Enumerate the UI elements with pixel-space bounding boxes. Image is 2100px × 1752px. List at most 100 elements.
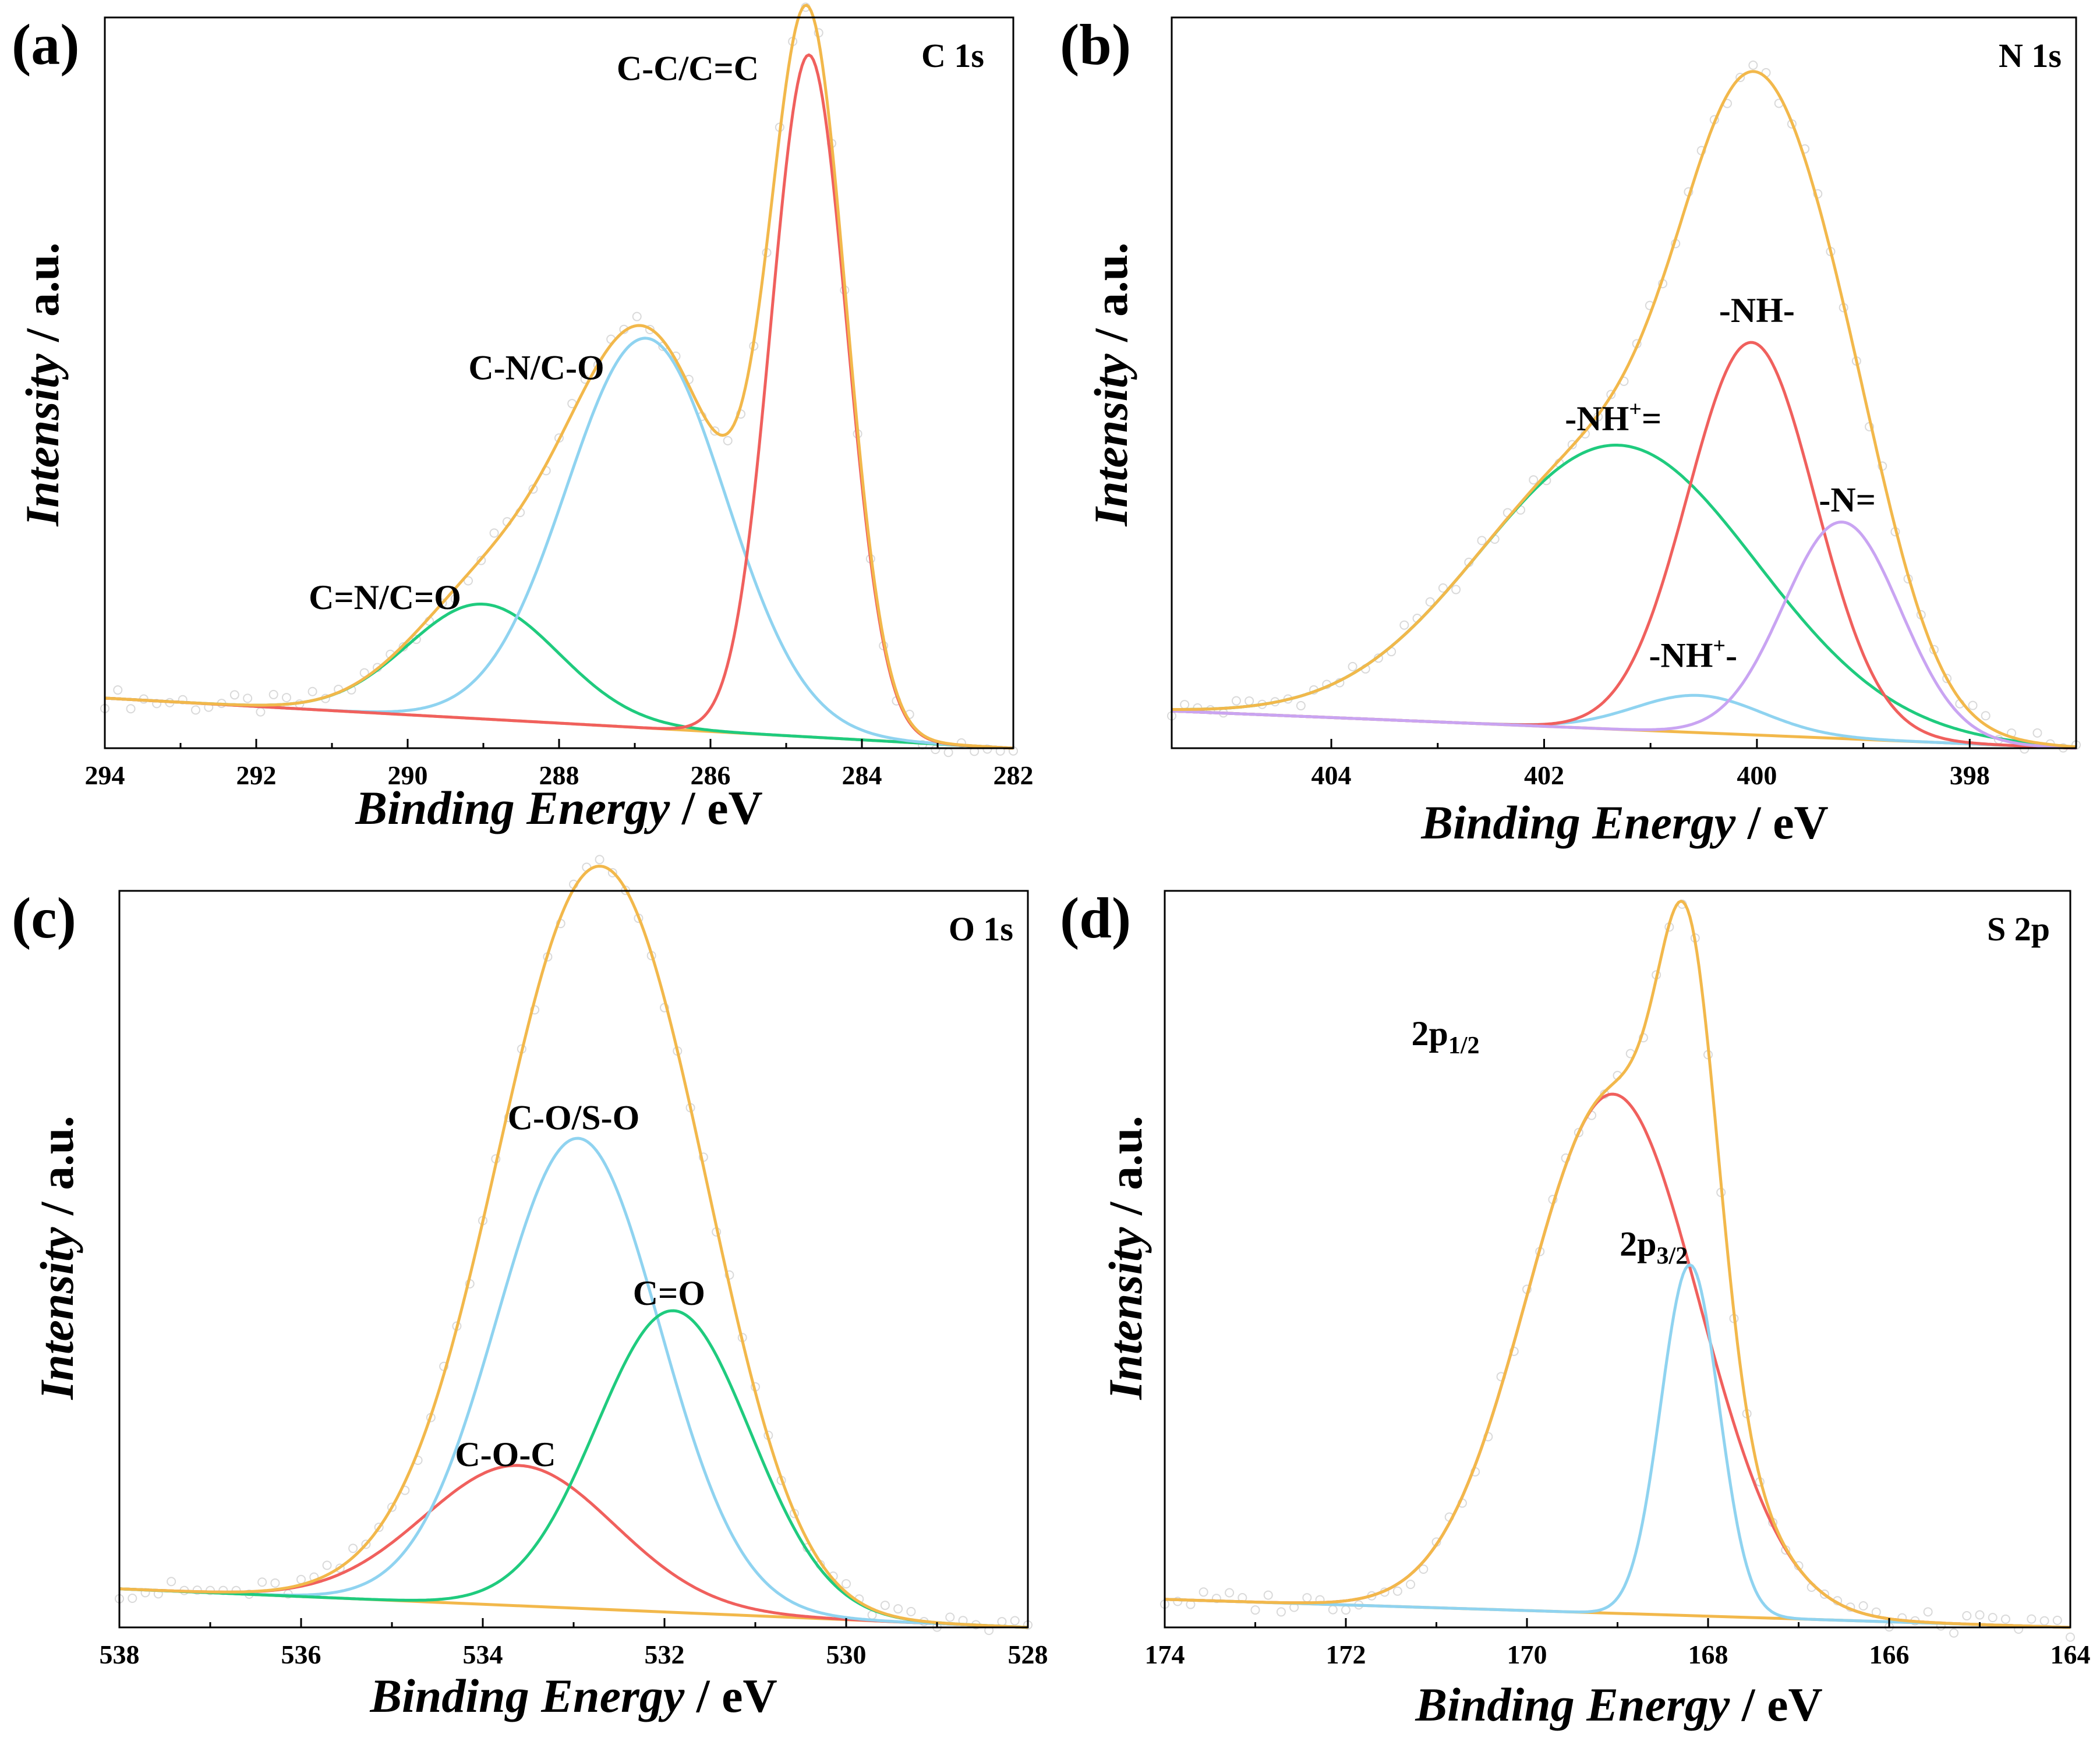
component-curve xyxy=(1171,521,2077,750)
x-tick-label: 168 xyxy=(1688,1640,1728,1669)
x-tick-label: 166 xyxy=(1869,1640,1910,1669)
peak-label: C-C/C=C xyxy=(617,49,759,88)
raw-data-point xyxy=(1574,1128,1583,1138)
raw-data-point xyxy=(450,594,460,604)
y-axis-title: Intensity / a.u. xyxy=(1099,1116,1152,1400)
raw-data-point xyxy=(1451,585,1461,594)
raw-data-point xyxy=(1819,1589,1829,1599)
peak-label: C-N/C-O xyxy=(468,349,604,387)
x-tick-label: 284 xyxy=(842,760,882,790)
raw-data-point xyxy=(268,689,278,699)
raw-data-point xyxy=(1975,1610,1985,1620)
x-axis-title: Binding Energy / eV xyxy=(355,781,762,834)
raw-data-point xyxy=(595,855,604,865)
raw-data-point xyxy=(322,1560,332,1570)
raw-data-point xyxy=(1419,1564,1429,1574)
raw-data-point xyxy=(1425,597,1435,607)
y-axis-title: Intensity / a.u. xyxy=(16,242,69,527)
raw-data-point xyxy=(126,704,136,714)
raw-data-point xyxy=(1199,1587,1208,1597)
x-tick-label: 288 xyxy=(539,760,579,790)
raw-data-point xyxy=(1406,1580,1416,1590)
panel-d-s2p: (d) S 2p 174 172 170 168 166 164 Binding Energy … xyxy=(1060,886,2091,1731)
plot-frame xyxy=(118,890,1029,1629)
panel-letter: (b) xyxy=(1060,12,1131,77)
raw-data-point xyxy=(632,312,642,321)
raw-data-point xyxy=(1231,696,1241,706)
raw-data-point xyxy=(1392,1586,1402,1596)
raw-data-point xyxy=(1399,620,1409,630)
peak-label: C=N/C=O xyxy=(309,578,461,617)
raw-data-point xyxy=(257,1577,267,1587)
x-axis-title: Binding Energy / eV xyxy=(1415,1678,1822,1731)
raw-data-point xyxy=(906,1606,916,1616)
x-tick-label: 402 xyxy=(1524,760,1564,790)
raw-data-point xyxy=(1988,1613,1998,1623)
core-level-title: S 2p xyxy=(1987,910,2050,948)
raw-data-point xyxy=(956,738,966,748)
peak-label: 2p3/2 xyxy=(1620,1224,1688,1269)
x-tick-label: 172 xyxy=(1326,1640,1366,1669)
peak-label: -NH+= xyxy=(1565,397,1661,438)
x-tick-label: 536 xyxy=(281,1640,321,1669)
core-level-title: O 1s xyxy=(949,910,1013,948)
raw-data-point xyxy=(191,705,200,715)
panel-c-o1s: (c) O 1s 538 536 534 532 530 528 Binding Energy … xyxy=(12,855,1048,1722)
raw-data-point xyxy=(243,693,253,703)
raw-data-point xyxy=(1302,1593,1312,1603)
raw-data-point xyxy=(1211,1594,1221,1604)
raw-data-point xyxy=(2000,1614,2010,1624)
x-tick-label: 528 xyxy=(1008,1640,1048,1669)
raw-data-point xyxy=(296,1574,306,1584)
envelope-curve xyxy=(119,865,1028,1629)
raw-data-point xyxy=(437,598,447,608)
raw-data-point xyxy=(1735,73,1745,83)
raw-data-point xyxy=(1942,674,1952,684)
component-curve xyxy=(1171,693,2077,750)
raw-data-point xyxy=(229,690,239,700)
raw-data-point xyxy=(1529,475,1539,485)
x-tick-label: 530 xyxy=(826,1640,867,1669)
component-curve xyxy=(1164,1092,2071,1629)
raw-data-point xyxy=(723,436,733,445)
x-tick-label: 398 xyxy=(1950,760,1990,790)
peak-label: C-O/S-O xyxy=(508,1099,640,1137)
raw-data-point xyxy=(2066,1632,2075,1642)
core-level-title: C 1s xyxy=(921,37,984,75)
component-curve xyxy=(104,603,1014,750)
component-curve xyxy=(119,1464,1028,1629)
raw-data-point xyxy=(1962,1611,1972,1621)
raw-data-point xyxy=(1250,1605,1260,1615)
x-tick-label: 534 xyxy=(463,1640,503,1669)
plot-frame xyxy=(1171,16,2077,749)
raw-data-point xyxy=(489,528,499,538)
raw-data-point xyxy=(387,1502,397,1512)
raw-data-point xyxy=(167,1577,176,1587)
panel-letter: (a) xyxy=(12,12,80,77)
panel-letter: (c) xyxy=(12,886,76,950)
raw-data-point xyxy=(945,1612,955,1622)
raw-data-point xyxy=(997,1617,1007,1627)
raw-data-point xyxy=(1923,1607,1933,1617)
raw-data-point xyxy=(593,360,603,370)
panel-letter: (d) xyxy=(1060,886,1131,950)
raw-data-point xyxy=(607,868,617,877)
peak-label: -NH+- xyxy=(1649,634,1737,675)
x-tick-label: 292 xyxy=(236,760,277,790)
raw-data-point xyxy=(256,707,266,717)
raw-data-point xyxy=(1981,711,1991,721)
panel-b-n1s: (b) N 1s 404 402 400 398 Binding Energy / eV In… xyxy=(1060,12,2081,849)
x-tick-label: 282 xyxy=(994,760,1034,790)
raw-data-point xyxy=(710,426,720,436)
raw-data-point xyxy=(1341,1605,1350,1615)
plot-frame xyxy=(1164,890,2071,1629)
raw-data-point xyxy=(2027,1614,2037,1624)
peak-label: C-O-C xyxy=(455,1435,556,1474)
envelope-curve xyxy=(1171,70,2077,749)
raw-data-point xyxy=(307,686,317,696)
raw-data-point xyxy=(270,1578,280,1588)
peak-label: C=O xyxy=(633,1274,705,1312)
raw-data-point xyxy=(464,576,473,586)
x-tick-label: 290 xyxy=(388,760,428,790)
